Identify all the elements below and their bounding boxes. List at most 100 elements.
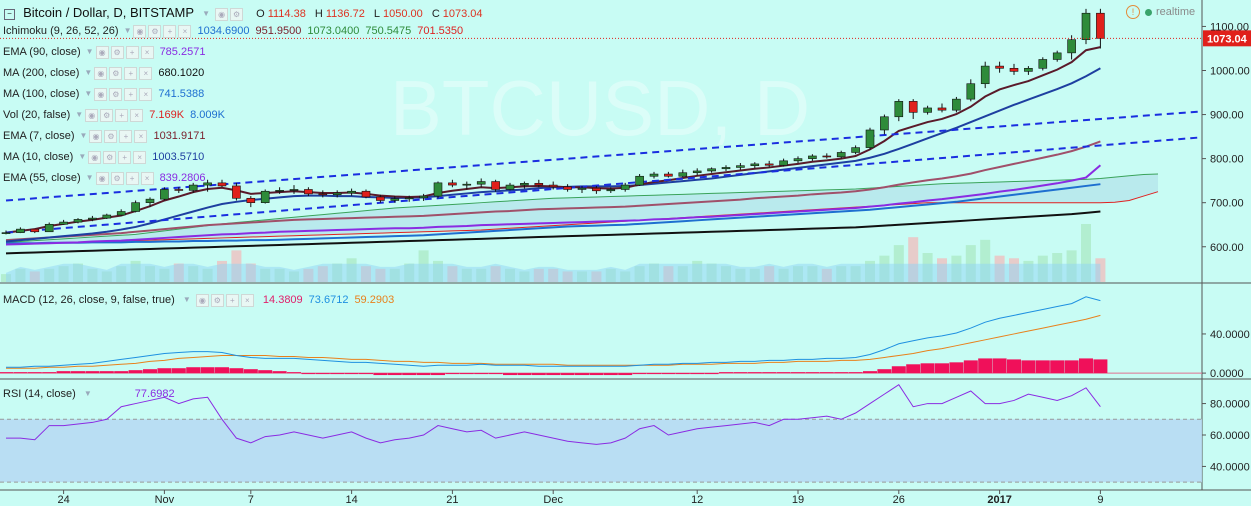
collapse-legend-icon[interactable]: − bbox=[4, 8, 15, 20]
close-icon[interactable]: × bbox=[134, 129, 148, 143]
chevron-down-icon[interactable]: ▼ bbox=[83, 389, 92, 399]
candle-body bbox=[1038, 59, 1048, 69]
eye-icon[interactable]: ◉ bbox=[133, 24, 147, 38]
macd-histogram-bar bbox=[488, 373, 503, 375]
symbol-header: − Bitcoin / Dollar, D, BITSTAMP ▼ ◉ ⚙ O 11… bbox=[0, 4, 483, 22]
settings-icon[interactable]: ⚙ bbox=[100, 108, 114, 122]
chevron-down-icon[interactable]: ▼ bbox=[78, 152, 87, 162]
eye-icon[interactable]: ◉ bbox=[95, 45, 109, 59]
add-icon[interactable]: + bbox=[125, 171, 139, 185]
close-icon[interactable]: × bbox=[139, 66, 153, 80]
settings-icon[interactable]: ⚙ bbox=[110, 45, 124, 59]
chevron-down-icon[interactable]: ▼ bbox=[182, 295, 191, 305]
candle bbox=[505, 182, 515, 191]
candle bbox=[419, 193, 428, 201]
add-icon[interactable]: + bbox=[119, 129, 133, 143]
candle bbox=[332, 190, 342, 198]
close-icon[interactable]: × bbox=[139, 87, 153, 101]
close-icon[interactable]: × bbox=[140, 45, 154, 59]
eye-icon[interactable]: ◉ bbox=[88, 150, 102, 164]
candle bbox=[966, 79, 976, 102]
time-tick-label: Nov bbox=[155, 494, 175, 506]
candle-body bbox=[937, 107, 947, 111]
chevron-down-icon[interactable]: ▼ bbox=[202, 9, 211, 19]
candle bbox=[16, 227, 25, 234]
exclamation-icon[interactable]: ! bbox=[1126, 5, 1140, 19]
candle bbox=[491, 179, 500, 192]
candle-body bbox=[664, 173, 673, 177]
candle bbox=[980, 61, 990, 89]
indicator-value: 8.009K bbox=[190, 109, 225, 121]
close-icon[interactable]: × bbox=[130, 108, 144, 122]
settings-icon[interactable]: ⚙ bbox=[230, 7, 244, 21]
chevron-down-icon[interactable]: ▼ bbox=[84, 68, 93, 78]
macd-histogram-bar bbox=[690, 373, 705, 375]
eye-icon[interactable]: ◉ bbox=[94, 66, 108, 80]
macd-histogram-bar bbox=[13, 372, 28, 374]
candle-body bbox=[908, 101, 918, 113]
candle-body bbox=[188, 184, 198, 191]
settings-icon[interactable]: ⚙ bbox=[109, 87, 123, 101]
add-icon[interactable]: + bbox=[115, 108, 129, 122]
candle-body bbox=[232, 185, 241, 199]
add-icon[interactable]: + bbox=[163, 24, 177, 38]
add-icon[interactable]: + bbox=[124, 87, 138, 101]
candle-body bbox=[635, 175, 644, 186]
chevron-down-icon[interactable]: ▼ bbox=[85, 47, 94, 57]
last-price-tag bbox=[1203, 30, 1251, 47]
candle-body bbox=[880, 116, 889, 131]
candle bbox=[822, 153, 832, 159]
macd-value: 73.6712 bbox=[308, 294, 349, 306]
candle bbox=[520, 181, 529, 189]
macd-signal-line bbox=[6, 314, 1101, 369]
eye-icon[interactable]: ◉ bbox=[95, 171, 109, 185]
candle-body bbox=[433, 182, 443, 197]
candle-body bbox=[491, 181, 500, 190]
macd-histogram-bar bbox=[863, 371, 877, 374]
high-value: 1136.72 bbox=[325, 8, 365, 20]
indicator-value: 7.169K bbox=[149, 109, 185, 121]
candle-body bbox=[865, 129, 875, 148]
settings-icon[interactable]: ⚙ bbox=[148, 24, 162, 38]
eye-icon[interactable]: ◉ bbox=[85, 108, 99, 122]
close-icon[interactable]: × bbox=[178, 24, 192, 38]
chevron-down-icon[interactable]: ▼ bbox=[84, 89, 93, 99]
chevron-down-icon[interactable]: ▼ bbox=[123, 26, 132, 36]
close-icon[interactable]: × bbox=[133, 150, 147, 164]
indicator-label: MA (10, close) bbox=[3, 151, 74, 163]
eye-icon[interactable]: ◉ bbox=[195, 293, 209, 307]
candle bbox=[577, 185, 587, 193]
chevron-down-icon[interactable]: ▼ bbox=[75, 110, 84, 120]
macd-histogram-bar bbox=[431, 373, 445, 376]
add-icon[interactable]: + bbox=[125, 45, 139, 59]
volume-bar bbox=[893, 245, 904, 282]
eye-icon[interactable]: ◉ bbox=[89, 129, 103, 143]
close-icon[interactable]: × bbox=[140, 171, 154, 185]
candle-body bbox=[707, 168, 716, 172]
candle bbox=[606, 187, 616, 193]
macd-histogram-bar bbox=[359, 373, 373, 375]
chevron-down-icon[interactable]: ▼ bbox=[79, 131, 88, 141]
eye-icon[interactable]: ◉ bbox=[215, 7, 229, 21]
settings-icon[interactable]: ⚙ bbox=[210, 293, 224, 307]
candle-body bbox=[59, 221, 68, 225]
candle-body bbox=[361, 190, 371, 198]
candle-body bbox=[390, 198, 400, 201]
close-icon[interactable]: × bbox=[240, 293, 254, 307]
settings-icon[interactable]: ⚙ bbox=[110, 171, 124, 185]
eye-icon[interactable]: ◉ bbox=[94, 87, 108, 101]
candle-body bbox=[462, 183, 472, 186]
add-icon[interactable]: + bbox=[124, 66, 138, 80]
macd-histogram-bar bbox=[560, 373, 575, 376]
macd-histogram-bar bbox=[459, 373, 474, 375]
add-icon[interactable]: + bbox=[118, 150, 132, 164]
settings-icon[interactable]: ⚙ bbox=[103, 150, 117, 164]
chevron-down-icon[interactable]: ▼ bbox=[85, 173, 94, 183]
settings-icon[interactable]: ⚙ bbox=[104, 129, 118, 143]
settings-icon[interactable]: ⚙ bbox=[109, 66, 123, 80]
add-icon[interactable]: + bbox=[225, 293, 239, 307]
time-tick-label: 21 bbox=[446, 494, 458, 506]
macd-histogram-bar bbox=[834, 372, 849, 374]
